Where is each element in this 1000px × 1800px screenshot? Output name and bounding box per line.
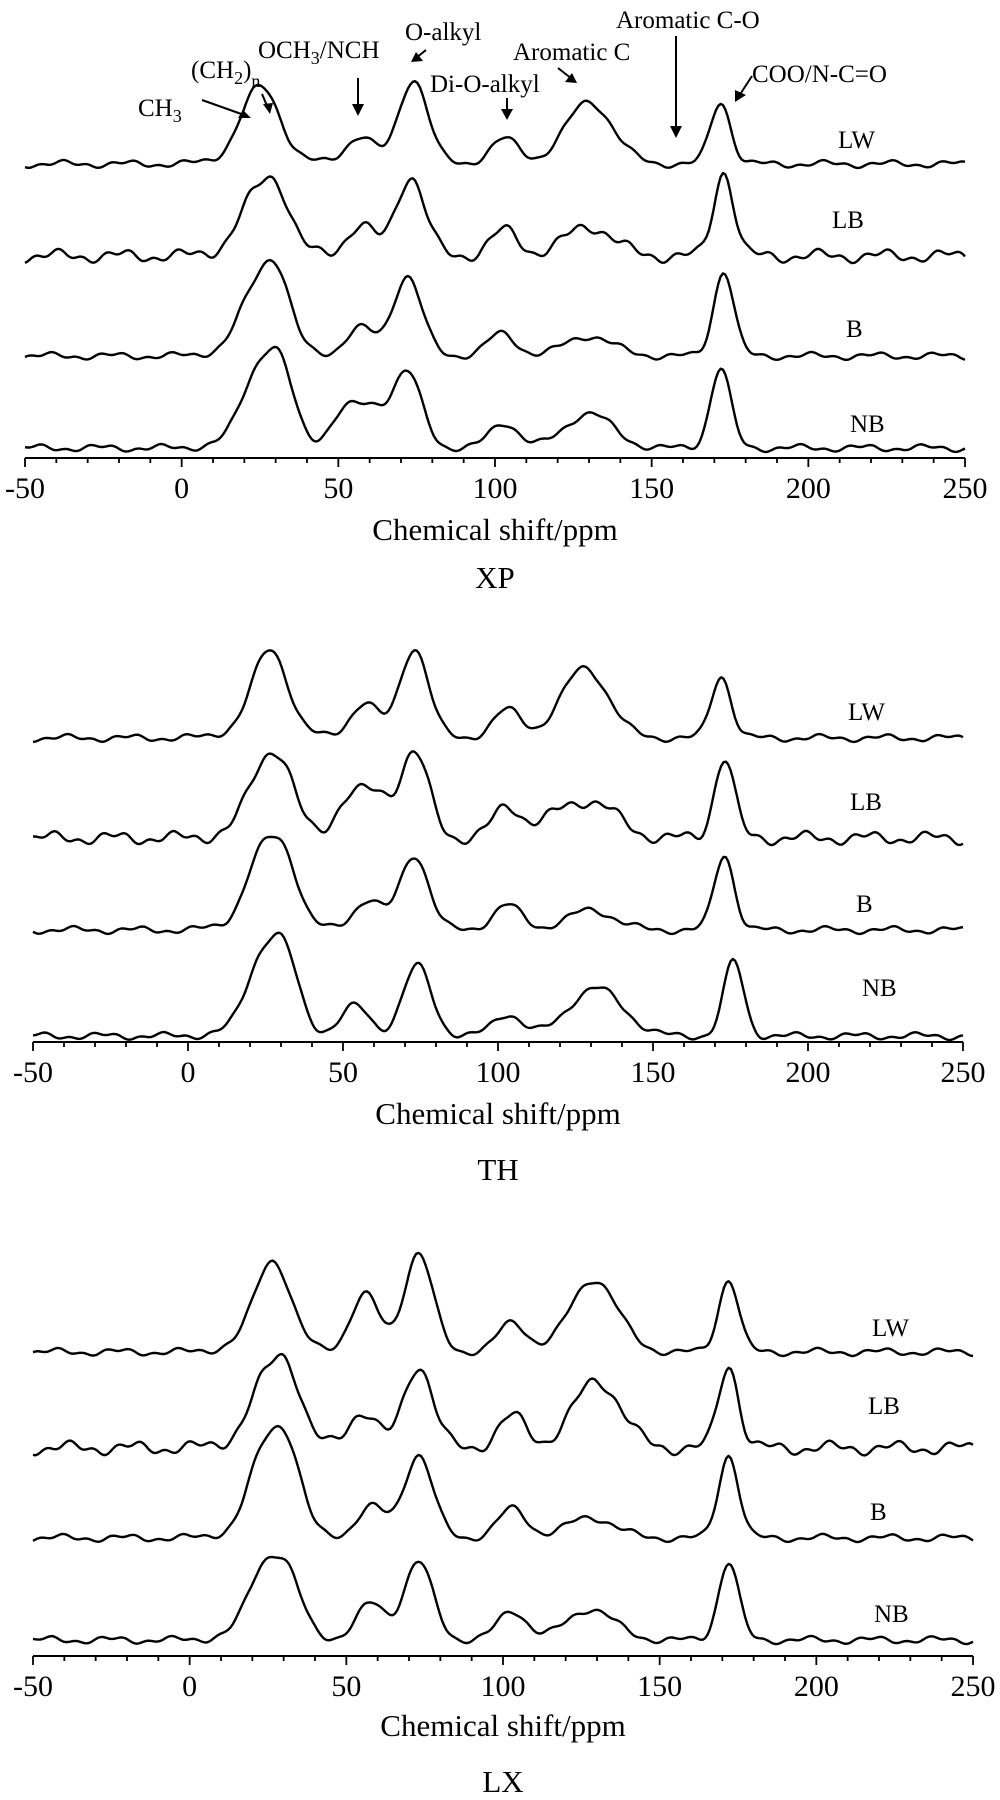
annotation-ch3: CH3: [138, 95, 182, 126]
x-tick-label-xp-50: 50: [323, 472, 353, 505]
annotation-ch2n-arrowhead: [263, 103, 273, 114]
series-line-lx-lw: [32, 1251, 974, 1358]
panel-th-traces: [32, 649, 964, 1042]
panel-th: LW LB B NB -50 0 50 100 150 200 250 Chemical shif…: [13, 649, 986, 1187]
annotation-di-o-alkyl: Di-O-alkyl: [430, 71, 540, 98]
x-tick-label-lx-200: 200: [794, 1670, 839, 1703]
x-tick-label-xp-150: 150: [629, 472, 674, 505]
series-label-lx-nb: NB: [874, 1601, 909, 1628]
x-tick-label-lx-50: 50: [331, 1670, 361, 1703]
series-line-xp-lw: [24, 80, 966, 170]
annotation-coo-arrowhead: [735, 90, 746, 102]
panel-xp: LW LB B NB -50 0 50 100 150 200 250 Chemical shif…: [5, 7, 988, 595]
annotation-o-alkyl-arrowhead: [411, 52, 423, 62]
annotation-aromatic-c: Aromatic C: [513, 39, 630, 66]
panel-xp-annotations: CH3 (CH2)n OCH3/NCH O-alkyl Di-O-alkyl A…: [138, 7, 887, 138]
series-line-lx-b: [32, 1424, 974, 1544]
x-tick-label-xp--50: -50: [5, 472, 45, 505]
annotation-ch2n-sub2: 2: [234, 68, 243, 88]
x-tick-label-th-50: 50: [328, 1056, 358, 1089]
x-tick-label-th-200: 200: [786, 1056, 831, 1089]
series-line-xp-nb: [24, 345, 966, 454]
annotation-ch3-subscript: 3: [173, 106, 182, 126]
x-tick-label-xp-200: 200: [786, 472, 831, 505]
series-line-xp-lb: [24, 171, 966, 265]
series-label-th-nb: NB: [862, 975, 897, 1002]
x-tick-label-th-0: 0: [181, 1056, 196, 1089]
x-tick-label-th-250: 250: [941, 1056, 986, 1089]
series-label-xp-lb: LB: [832, 207, 864, 234]
x-tick-label-lx-0: 0: [182, 1670, 197, 1703]
x-tick-label-th-150: 150: [631, 1056, 676, 1089]
series-line-th-lb: [32, 750, 964, 847]
series-label-th-lb: LB: [850, 789, 882, 816]
annotation-coo: COO/N-C=O: [752, 61, 887, 88]
series-line-th-nb: [32, 931, 964, 1042]
panel-th-title: TH: [477, 1152, 518, 1187]
series-line-lx-lb: [32, 1352, 974, 1457]
annotation-aromatic-c-arrowhead: [565, 73, 577, 83]
series-label-xp-lw: LW: [838, 127, 875, 154]
x-tick-label-lx-150: 150: [637, 1670, 682, 1703]
annotation-och3-rest: /NCH: [320, 37, 380, 64]
series-label-lx-b: B: [870, 1499, 887, 1526]
series-label-xp-nb: NB: [850, 411, 885, 438]
panel-xp-x-axis-title: Chemical shift/ppm: [372, 512, 617, 547]
panel-xp-traces: [24, 80, 966, 454]
series-label-lx-lb: LB: [868, 1393, 900, 1420]
annotation-och3-sub: 3: [311, 48, 320, 68]
series-line-xp-b: [24, 258, 966, 361]
panel-th-series-labels: LW LB B NB: [848, 699, 897, 1002]
x-tick-label-xp-0: 0: [174, 472, 189, 505]
panel-lx-traces: [32, 1251, 974, 1646]
annotation-coo-arrow: [738, 75, 753, 97]
panel-th-ticks: -50 0 50 100 150 200 250: [13, 1042, 986, 1089]
series-line-th-lw: [32, 649, 964, 744]
x-tick-label-th--50: -50: [13, 1056, 53, 1089]
series-label-th-b: B: [856, 891, 873, 918]
panel-lx-x-axis-title: Chemical shift/ppm: [380, 1708, 625, 1743]
panel-xp-title: XP: [475, 560, 515, 595]
x-tick-label-xp-250: 250: [943, 472, 988, 505]
panel-th-x-axis-title: Chemical shift/ppm: [375, 1096, 620, 1131]
panel-xp-series-labels: LW LB B NB: [832, 127, 885, 438]
panel-lx-ticks: -50 0 50 100 150 200 250: [13, 1656, 996, 1703]
annotation-aromatic-c-o: Aromatic C-O: [616, 7, 760, 34]
annotation-ch3-arrow: [201, 99, 248, 117]
panel-lx: LW LB B NB -50 0 50 100 150 200 250 Chemical shif…: [13, 1251, 996, 1799]
x-tick-label-th-100: 100: [476, 1056, 521, 1089]
x-tick-label-lx-100: 100: [481, 1670, 526, 1703]
panel-lx-title: LX: [482, 1764, 523, 1799]
annotation-ch2n-close: ): [243, 57, 251, 84]
series-line-th-b: [32, 835, 964, 936]
x-tick-label-lx--50: -50: [13, 1670, 53, 1703]
annotation-och3-nch-arrowhead: [352, 104, 364, 116]
x-tick-label-xp-100: 100: [473, 472, 518, 505]
panel-lx-series-labels: LW LB B NB: [868, 1315, 909, 1628]
panel-xp-ticks: -50 0 50 100 150 200 250: [5, 458, 988, 505]
series-label-th-lw: LW: [848, 699, 885, 726]
annotation-aromatic-c-o-arrowhead: [670, 126, 682, 138]
series-line-lx-nb: [32, 1555, 974, 1646]
series-label-xp-b: B: [846, 316, 863, 343]
annotation-o-alkyl: O-alkyl: [405, 19, 481, 46]
x-tick-label-lx-250: 250: [951, 1670, 996, 1703]
series-label-lx-lw: LW: [872, 1315, 909, 1342]
annotation-och3-nch: OCH3/NCH: [258, 37, 380, 68]
annotation-ch2n-subn: n: [251, 71, 260, 91]
annotation-di-o-alkyl-arrowhead: [501, 109, 513, 120]
annotation-ch2n: (CH2)n: [191, 57, 260, 91]
annotation-ch3-arrowhead: [238, 110, 251, 118]
